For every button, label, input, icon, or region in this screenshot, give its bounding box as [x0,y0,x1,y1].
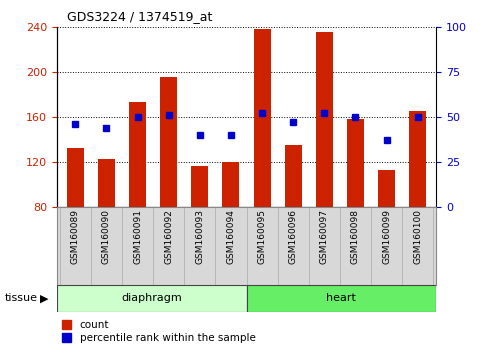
Bar [67,148,84,207]
Text: GSM160092: GSM160092 [164,210,173,264]
Text: GSM160096: GSM160096 [289,210,298,264]
Bar [253,29,271,207]
Text: GSM160100: GSM160100 [413,210,422,264]
Text: heart: heart [326,293,356,303]
Bar [347,119,364,207]
Text: ▶: ▶ [40,293,49,303]
Bar [222,162,240,207]
Text: GDS3224 / 1374519_at: GDS3224 / 1374519_at [67,10,212,23]
Text: GSM160091: GSM160091 [133,210,142,264]
Text: GSM160099: GSM160099 [382,210,391,264]
Text: tissue: tissue [5,293,38,303]
Text: GSM160093: GSM160093 [195,210,204,264]
Bar [98,159,115,207]
Text: GSM160097: GSM160097 [320,210,329,264]
Bar [160,77,177,207]
Text: GSM160094: GSM160094 [226,210,236,264]
Legend: count, percentile rank within the sample: count, percentile rank within the sample [62,320,255,343]
Bar [284,145,302,207]
Bar [129,102,146,207]
Bar [378,170,395,207]
Text: GSM160098: GSM160098 [351,210,360,264]
Text: GSM160090: GSM160090 [102,210,111,264]
Bar [316,32,333,207]
FancyBboxPatch shape [57,285,246,312]
Text: GSM160089: GSM160089 [71,210,80,264]
Text: GSM160095: GSM160095 [257,210,267,264]
Bar [191,166,209,207]
FancyBboxPatch shape [246,285,436,312]
Bar [409,111,426,207]
Text: diaphragm: diaphragm [121,293,182,303]
